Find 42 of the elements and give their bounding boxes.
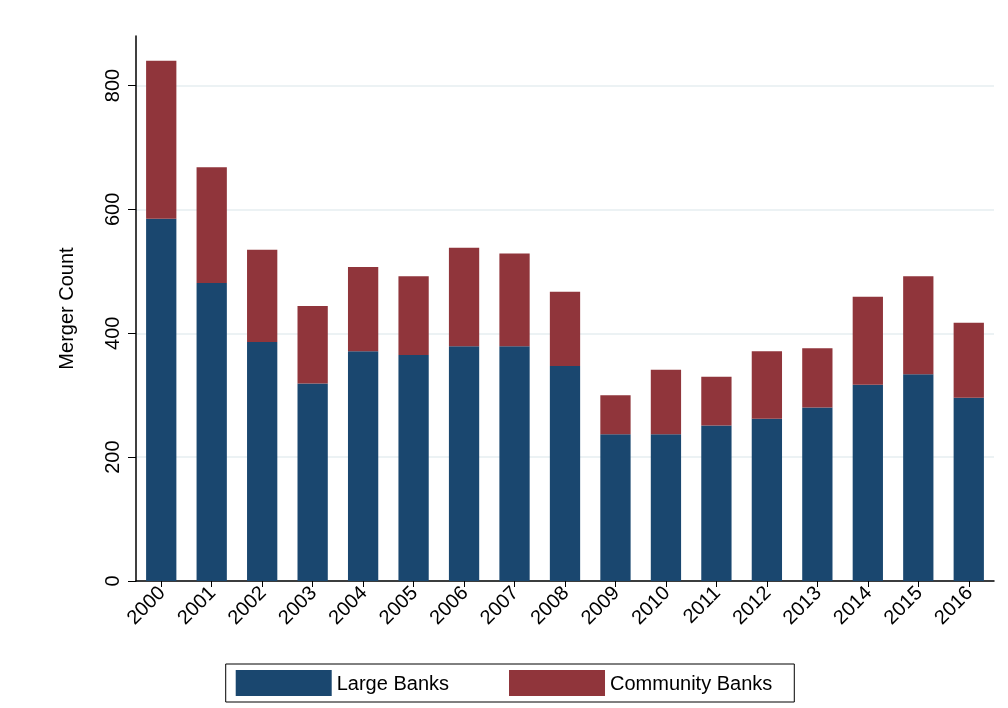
bar xyxy=(499,346,530,581)
bar xyxy=(701,425,732,581)
bar xyxy=(852,296,883,385)
bar xyxy=(751,351,783,419)
y-tick-label: 800 xyxy=(101,68,123,103)
legend-label: Large Banks xyxy=(336,672,450,694)
bar xyxy=(499,253,530,347)
bar xyxy=(751,418,783,581)
bar xyxy=(297,306,328,384)
bar xyxy=(600,434,631,581)
bar xyxy=(146,60,177,219)
bar xyxy=(852,384,883,581)
bar xyxy=(347,351,379,581)
bar xyxy=(398,276,429,355)
y-tick-label: 600 xyxy=(101,192,123,227)
bar xyxy=(347,267,379,352)
bar xyxy=(802,348,833,408)
bar xyxy=(146,218,177,581)
bar xyxy=(802,407,833,581)
bar xyxy=(953,322,984,398)
bar xyxy=(549,366,581,581)
bar xyxy=(196,167,227,284)
bar xyxy=(247,341,278,581)
bar xyxy=(297,383,328,581)
bar xyxy=(650,369,682,435)
bar xyxy=(600,395,631,435)
bar xyxy=(953,397,984,581)
bar xyxy=(701,376,732,426)
y-tick-label: 0 xyxy=(101,575,123,587)
bar xyxy=(903,276,934,375)
legend-label: Community Banks xyxy=(610,672,773,694)
bar xyxy=(549,291,581,367)
y-axis-title: Merger Count xyxy=(55,246,77,370)
bar xyxy=(448,247,480,347)
y-tick-label: 200 xyxy=(101,440,123,474)
bar xyxy=(448,346,480,581)
bar xyxy=(398,354,429,581)
bar xyxy=(247,249,278,342)
y-tick-label: 400 xyxy=(101,316,123,350)
bar xyxy=(903,374,934,581)
bar xyxy=(196,283,227,581)
bar xyxy=(650,434,682,581)
